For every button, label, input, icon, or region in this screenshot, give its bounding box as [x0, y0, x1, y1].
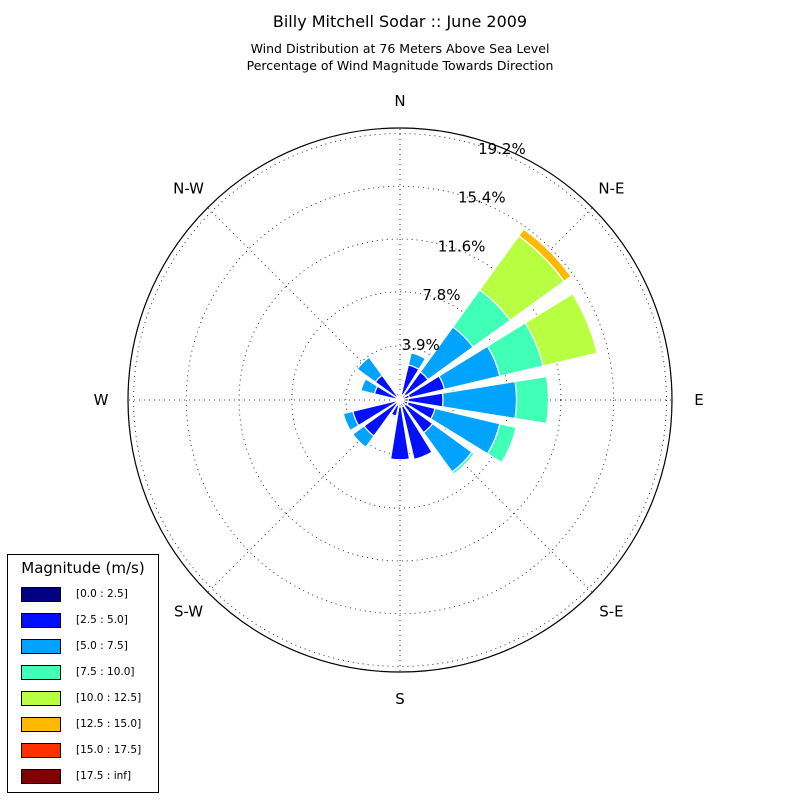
grid-ring-4 [185, 185, 615, 615]
legend-swatch [21, 587, 61, 602]
legend: Magnitude (m/s) [0.0 : 2.5] [2.5 : 5.0] [5… [7, 554, 159, 793]
bar-22.5-bin-2 [407, 352, 427, 371]
bar-337.5-bin-1 [395, 392, 400, 398]
direction-label-n-e: N-E [598, 180, 624, 198]
bar-315-bin-2 [356, 356, 383, 383]
outer-ring [127, 127, 673, 673]
legend-swatch [21, 665, 61, 680]
bar-225-bin-2 [351, 425, 375, 449]
wind-rose-bars [342, 228, 598, 476]
radial-tick-label: 15.4% [458, 189, 506, 207]
legend-label: [7.5 : 10.0] [76, 666, 135, 678]
bar-135-bin-3 [451, 451, 476, 476]
direction-label-e: E [694, 391, 703, 409]
direction-label-n-w: N-W [173, 180, 204, 198]
axis-labels: N N-E E S-E S S-W W N-W 3.9% 7.8% 11.6% 15.4% 19.2% [94, 92, 704, 708]
bar-90-bin-3 [514, 375, 550, 425]
bar-112.5-bin-3 [486, 423, 517, 464]
legend-swatch [21, 769, 61, 784]
legend-label: [15.0 : 17.5] [76, 744, 142, 756]
radial-tick-label: 7.8% [422, 286, 460, 304]
chart-subtitle-line-1: Wind Distribution at 76 Meters Above Sea… [250, 41, 550, 56]
direction-label-s-e: S-E [599, 602, 623, 620]
radial-tick-label: 11.6% [438, 237, 486, 255]
legend-label: [17.5 : inf] [76, 770, 132, 782]
legend-swatch [21, 613, 61, 628]
legend-label: [0.0 : 2.5] [76, 588, 128, 600]
direction-label-n: N [394, 92, 405, 110]
radial-tick-label: 19.2% [478, 140, 526, 158]
legend-swatch [21, 639, 61, 654]
bar-292.5-bin-2 [360, 378, 379, 395]
legend-label: [12.5 : 15.0] [76, 718, 142, 730]
chart-title: Billy Mitchell Sodar :: June 2009 [272, 12, 528, 31]
direction-label-w: W [94, 391, 109, 409]
bar-67.5-bin-4 [524, 293, 598, 367]
direction-label-s-w: S-W [174, 602, 203, 620]
legend-swatch [21, 691, 61, 706]
legend-swatch [21, 743, 61, 758]
legend-title: Magnitude (m/s) [21, 559, 145, 577]
bar-45-bin-5 [517, 228, 572, 283]
legend-label: [10.0 : 12.5] [76, 692, 142, 704]
legend-label: [5.0 : 7.5] [76, 640, 128, 652]
bar-157.5-bin-1 [400, 405, 433, 461]
bar-180-bin-1 [389, 406, 411, 461]
direction-label-s: S [395, 690, 405, 708]
bar-247.5-bin-2 [342, 410, 360, 432]
radial-tick-label: 3.9% [402, 336, 440, 354]
bar-202.5-bin-2 [389, 413, 397, 419]
grid-ring-5 [133, 133, 667, 667]
legend-label: [2.5 : 5.0] [76, 614, 128, 626]
chart-subtitle-line-2: Percentage of Wind Magnitude Towards Dir… [246, 58, 554, 73]
legend-swatch [21, 717, 61, 732]
